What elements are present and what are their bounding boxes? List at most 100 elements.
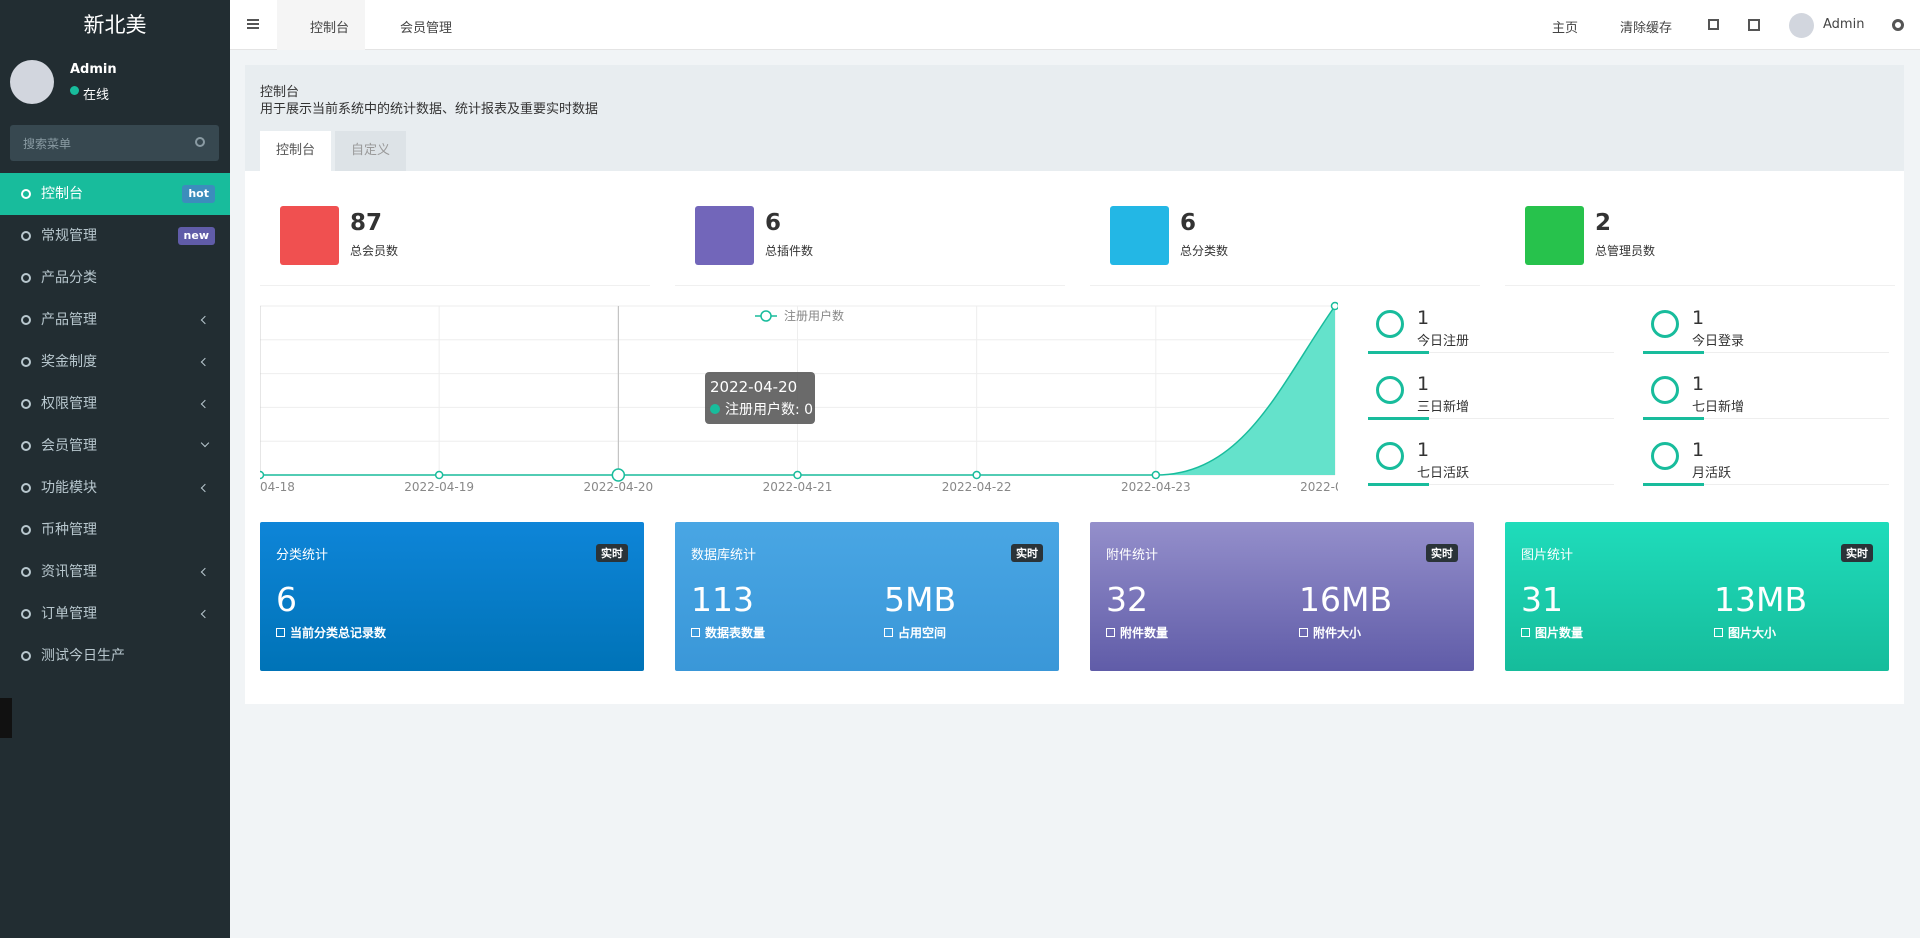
card-badge: 实时 (1011, 544, 1043, 562)
stat-divider (675, 285, 1065, 286)
menu-item[interactable]: 控制台 hot (0, 173, 230, 215)
card-badge: 实时 (1841, 544, 1873, 562)
card-label: 图片数量 (1535, 626, 1584, 640)
menu-icon (21, 315, 31, 325)
point (1330, 301, 1338, 311)
mini-label: 今日登录 (1692, 334, 1745, 349)
mini-accent (1643, 483, 1704, 486)
header-user[interactable]: Admin (1823, 17, 1865, 32)
menu-label: 会员管理 (41, 438, 97, 454)
stat-card: 附件统计 实时 32 附件数量 16MB 附件大小 (1090, 522, 1474, 671)
menu-toggle[interactable] (247, 19, 259, 29)
card-label-icon (884, 628, 893, 637)
panel-tab[interactable]: 自定义 (335, 131, 407, 171)
lang-icon[interactable] (1708, 19, 1719, 30)
card-title: 数据库统计 (691, 548, 757, 563)
header-link[interactable]: 主页 (1552, 21, 1579, 36)
mini-value: 1 (1417, 373, 1430, 395)
header-tab[interactable]: 控制台 (310, 21, 350, 36)
menu-item[interactable]: 奖金制度 (0, 341, 230, 383)
user-name: Admin (70, 62, 117, 77)
mini-label: 七日新增 (1692, 400, 1745, 415)
card-label: 附件大小 (1313, 626, 1362, 640)
card-badge: 实时 (596, 544, 628, 562)
tooltip-title: 2022-04-20 (710, 378, 797, 396)
tooltip-text: 注册用户数: 0 (725, 401, 813, 418)
x-tick-label: 2022-04-19 (404, 480, 474, 494)
user-status: 在线 (83, 88, 110, 103)
menu-label: 功能模块 (41, 480, 97, 496)
fullscreen-icon[interactable] (1748, 19, 1760, 31)
widget[interactable] (0, 698, 12, 738)
menu-icon (21, 399, 31, 409)
stat-card: 图片统计 实时 31 图片数量 13MB 图片大小 (1505, 522, 1889, 671)
mini-label: 月活跃 (1692, 466, 1732, 481)
menu-label: 产品管理 (41, 312, 97, 328)
menu-icon (21, 483, 31, 493)
panel-description: 用于展示当前系统中的统计数据、统计报表及重要实时数据 (260, 102, 599, 117)
stat-label: 总会员数 (350, 244, 399, 258)
mini-divider (1368, 484, 1614, 485)
search-icon[interactable] (195, 137, 205, 147)
mini-accent (1368, 351, 1429, 354)
menu-icon (21, 273, 31, 283)
menu-icon (21, 231, 31, 241)
menu-item[interactable]: 功能模块 (0, 467, 230, 509)
menu-item[interactable]: 权限管理 (0, 383, 230, 425)
mini-value: 1 (1417, 307, 1430, 329)
menu-label: 权限管理 (41, 396, 97, 412)
stat-label: 总插件数 (765, 244, 814, 258)
stat-icon (1110, 206, 1169, 265)
mini-label: 三日新增 (1417, 400, 1470, 415)
card-label: 附件数量 (1120, 626, 1169, 640)
menu-item[interactable]: 会员管理 (0, 425, 230, 467)
menu-item[interactable]: 资讯管理 (0, 551, 230, 593)
tooltip-dot (710, 404, 720, 414)
mini-accent (1643, 417, 1704, 420)
card-label: 当前分类总记录数 (290, 626, 387, 640)
card-title: 分类统计 (276, 548, 329, 563)
card-title: 图片统计 (1521, 548, 1574, 563)
menu-icon (21, 441, 31, 451)
stat-label: 总管理员数 (1595, 244, 1656, 258)
header-link[interactable]: 清除缓存 (1620, 21, 1673, 36)
card-value: 31 (1521, 580, 1563, 619)
menu-item[interactable]: 常规管理 new (0, 215, 230, 257)
tab-active-bg (277, 0, 365, 50)
panel-header (245, 65, 1904, 171)
brand[interactable]: 新北美 (83, 13, 147, 37)
mini-label: 七日活跃 (1417, 466, 1470, 481)
stat-divider (1505, 285, 1895, 286)
stat-divider (1090, 285, 1480, 286)
menu-item[interactable]: 币种管理 (0, 509, 230, 551)
search-box[interactable]: 搜索菜单 (10, 125, 219, 161)
card-title: 附件统计 (1106, 548, 1159, 563)
area (260, 306, 1335, 475)
sidebar: 新北美 Admin 在线 搜索菜单 控制台 hot 常规管理 new 产品分类产品管理奖… (0, 0, 230, 938)
panel-tab[interactable]: 控制台 (260, 131, 332, 171)
menu-label: 产品分类 (41, 270, 97, 286)
menu-icon (21, 609, 31, 619)
card-value: 6 (276, 580, 297, 619)
menu-item[interactable]: 产品管理 (0, 299, 230, 341)
card-label: 数据表数量 (705, 626, 766, 640)
settings-icon[interactable] (1892, 19, 1904, 31)
point (1151, 470, 1161, 480)
header-tab[interactable]: 会员管理 (400, 21, 453, 36)
menu-item[interactable]: 产品分类 (0, 257, 230, 299)
card-label-icon (1714, 628, 1723, 637)
stat-label: 总分类数 (1180, 244, 1229, 258)
header-avatar[interactable] (1789, 13, 1814, 38)
stat-value: 2 (1595, 210, 1612, 236)
stat-icon (695, 206, 754, 265)
point (611, 468, 626, 482)
stat-value: 6 (765, 210, 782, 236)
card-value: 113 (691, 580, 754, 619)
menu-item[interactable]: 订单管理 (0, 593, 230, 635)
x-tick-label: 2022-04-21 (763, 480, 833, 494)
menu-label: 测试今日生产 (41, 648, 125, 664)
card-badge: 实时 (1426, 544, 1458, 562)
point (260, 470, 265, 480)
menu-item[interactable]: 测试今日生产 (0, 635, 230, 677)
